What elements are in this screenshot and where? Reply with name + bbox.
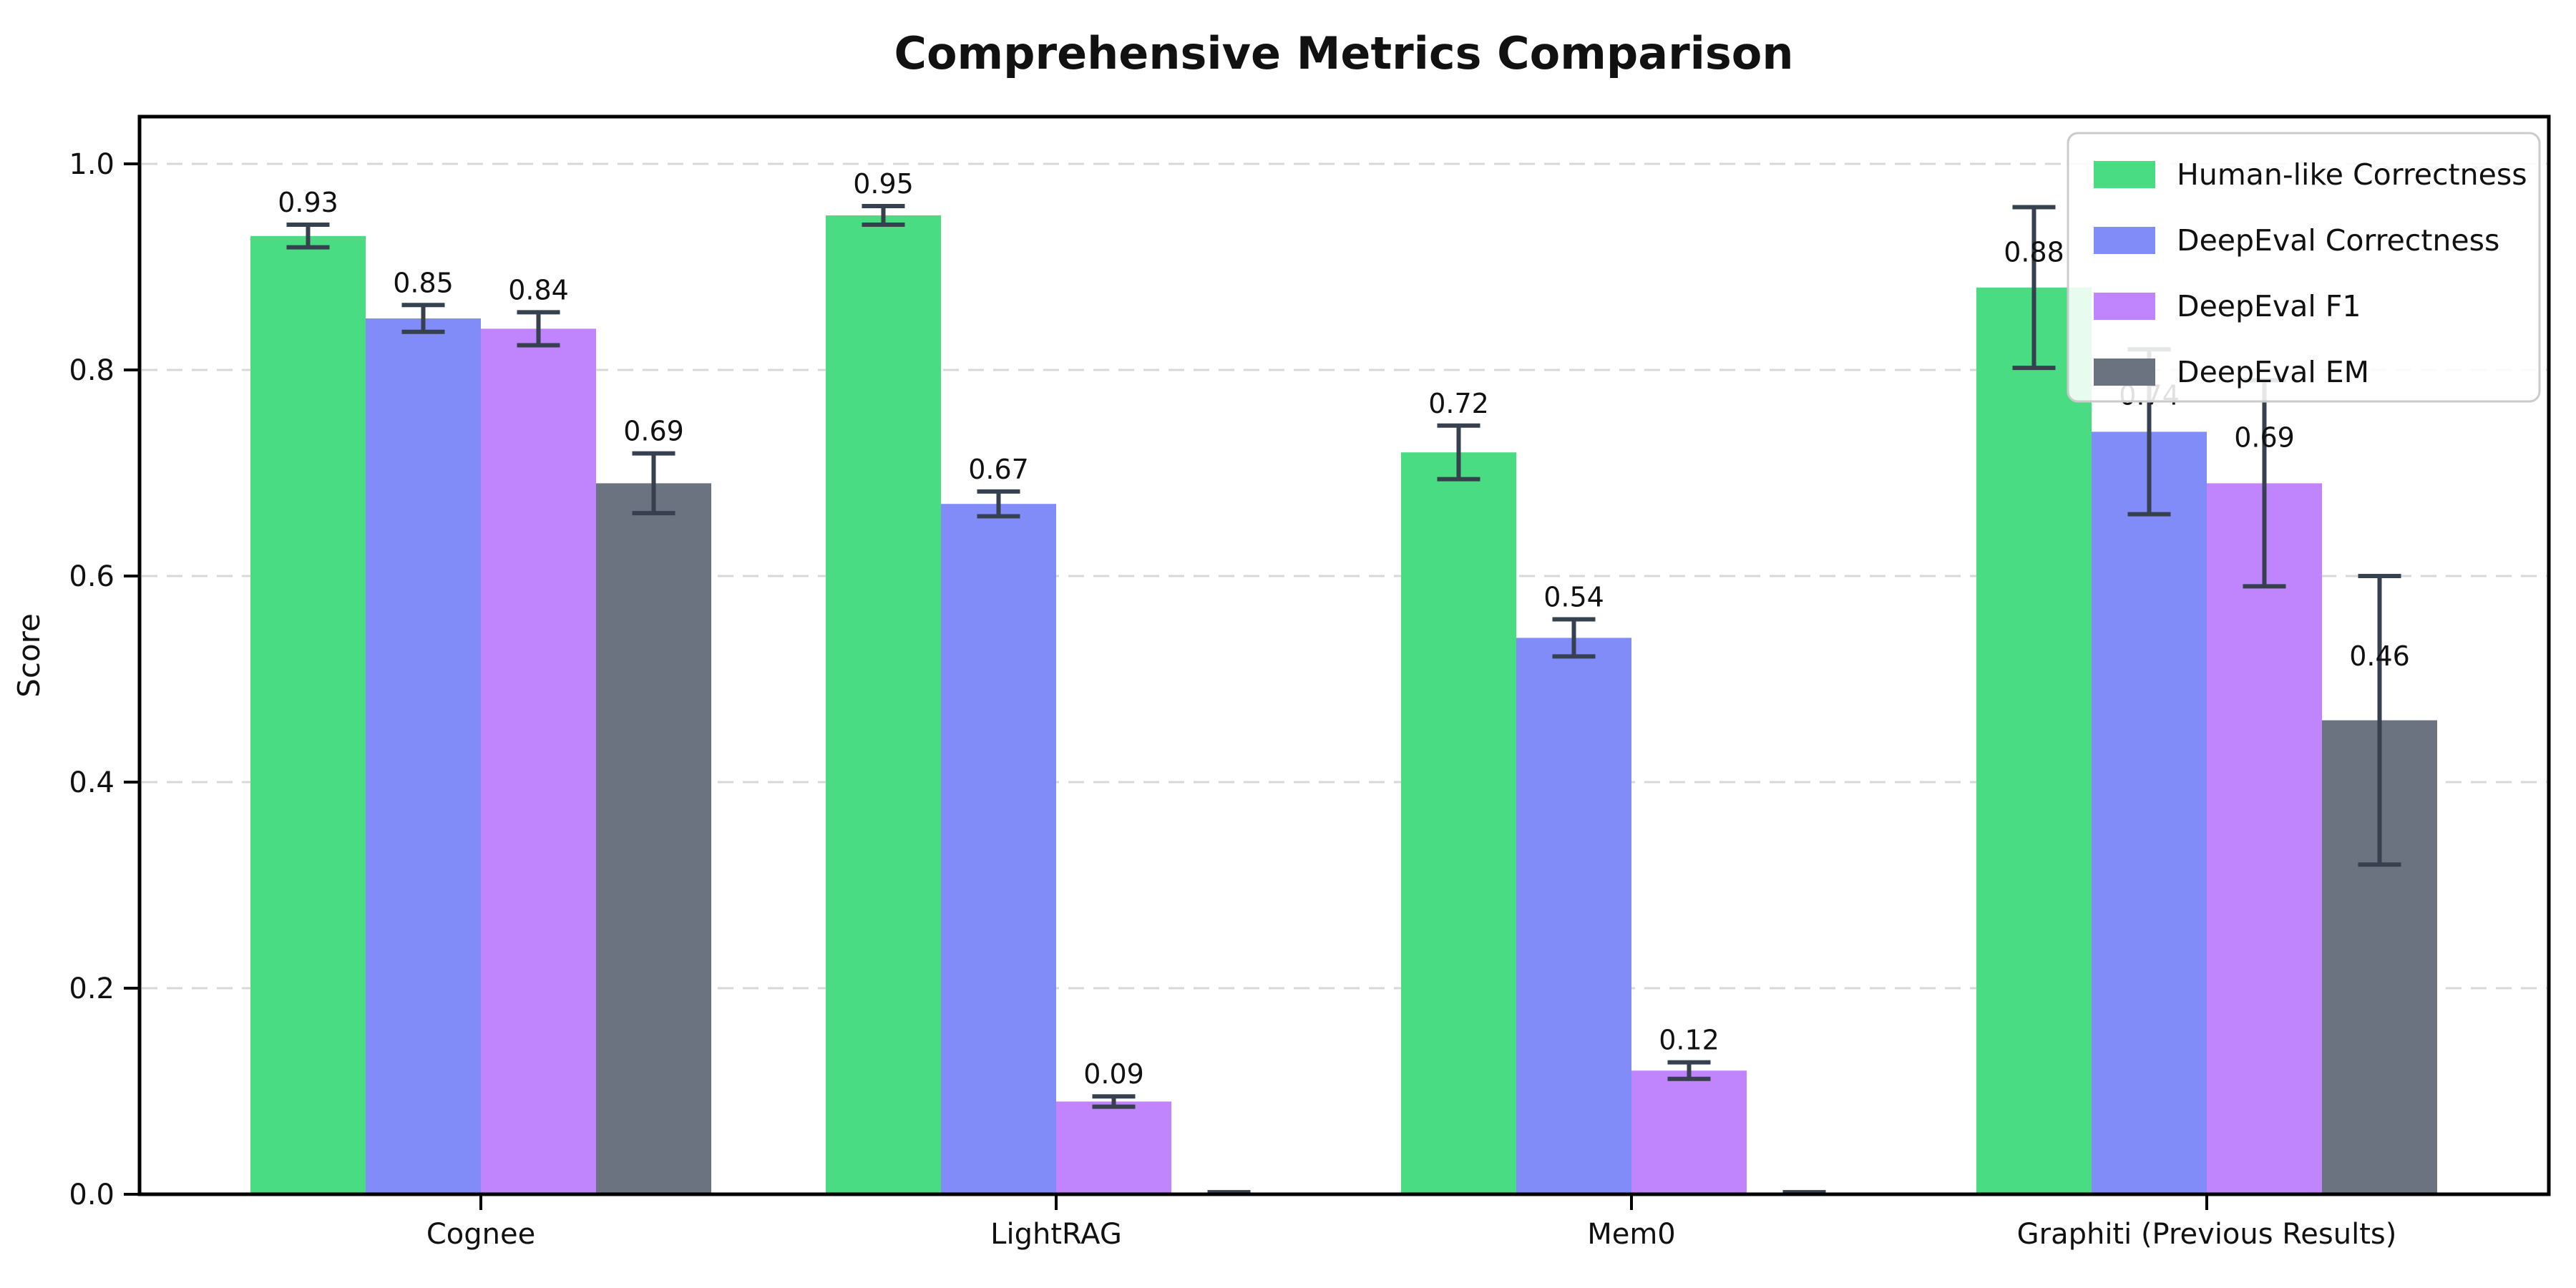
value-label: 0.85 [393,267,454,298]
bar [826,215,941,1194]
bar [366,318,481,1194]
bar [596,483,711,1194]
legend-label: DeepEval F1 [2177,289,2361,323]
value-label: 0.54 [1543,581,1604,613]
value-label: 0.88 [2004,236,2064,268]
chart-title: Comprehensive Metrics Comparison [894,27,1793,79]
value-label: 0.72 [1428,388,1489,419]
axes [137,114,2551,1196]
legend-swatch [2094,358,2155,386]
value-label: 0.12 [1659,1025,1719,1056]
legend-box [2067,132,2541,403]
bar [2092,431,2207,1194]
y-tick-label: 0.4 [69,766,114,799]
legend-label: DeepEval Correctness [2177,223,2499,258]
legend-label: DeepEval EM [2177,355,2369,389]
value-label: 0.84 [508,274,569,306]
y-axis-label: Score [11,613,47,698]
bar [481,328,596,1194]
legend: Human-like Correctness DeepEval Correctne… [2067,132,2541,403]
y-tick-label: 0.8 [69,354,114,387]
bar [1056,1101,1171,1194]
x-tick-label: Mem0 [1587,1218,1676,1251]
value-label: 0.93 [278,187,338,218]
legend-label: Human-like Correctness [2177,157,2527,192]
value-label: 0.69 [2234,422,2295,454]
value-label: 0.69 [623,416,684,447]
value-label: 0.46 [2349,640,2410,672]
bar [250,235,366,1194]
tick-marks-and-labels: 0.0 0.2 0.4 0.6 0.8 1.0 Cognee LightRAG Mem0 Grap… [69,148,2396,1251]
legend-swatch [2094,161,2155,188]
x-tick-label: LightRAG [990,1218,1122,1251]
bar [2207,483,2322,1194]
y-tick-label: 0.6 [69,560,114,593]
value-label: 0.95 [853,168,914,200]
plot-border [137,114,2551,1196]
x-tick-label: Cognee [426,1218,535,1251]
y-tick-label: 1.0 [69,148,114,181]
bar [1976,287,2092,1194]
bar [1631,1070,1747,1194]
bar [1516,638,1631,1194]
legend-swatch [2094,227,2155,254]
value-label: 0.09 [1083,1058,1144,1090]
bar [1401,452,1516,1194]
y-tick-label: 0.0 [69,1179,114,1211]
legend-swatch [2094,293,2155,320]
x-tick-label: Graphiti (Previous Results) [2017,1218,2397,1251]
value-label: 0.67 [968,454,1029,485]
value-labels: 0.930.950.720.880.850.670.540.740.840.09… [278,168,2410,1090]
bar [941,504,1056,1194]
y-tick-label: 0.2 [69,972,114,1005]
bar-groups [250,215,2437,1194]
